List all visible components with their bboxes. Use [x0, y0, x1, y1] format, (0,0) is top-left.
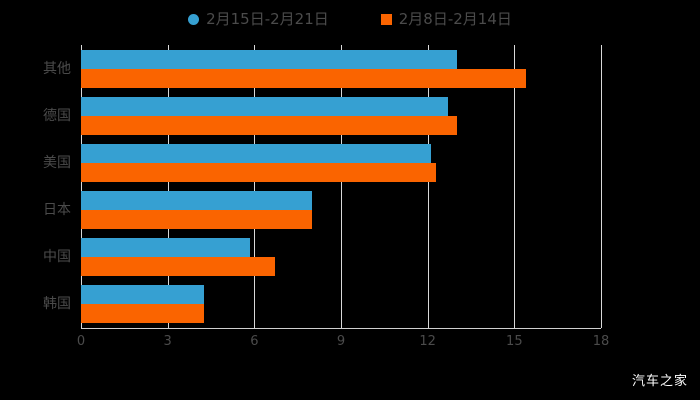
gridline	[81, 45, 82, 328]
bar-日本-series-1[interactable]	[81, 210, 313, 230]
bar-美国-series-0[interactable]	[81, 143, 431, 163]
bar-德国-series-1[interactable]	[81, 115, 457, 135]
x-axis-tick-6: 6	[250, 334, 259, 349]
y-axis-label-德国: 德国	[43, 107, 71, 124]
y-axis-label-韩国: 韩国	[43, 296, 71, 313]
circle-marker-icon	[188, 13, 200, 25]
gridline	[167, 45, 169, 328]
x-axis-tick-15: 15	[506, 334, 523, 349]
x-axis-tick-3: 3	[163, 334, 172, 349]
x-axis-tick-labels: 0 3 6 9 12 15 18	[0, 334, 700, 354]
x-axis-line	[81, 328, 601, 329]
y-axis-labels: 其他德国美国日本中国韩国	[0, 45, 71, 328]
bar-其他-series-1[interactable]	[81, 68, 526, 88]
chart-legend: 2月15日-2月21日 2月8日-2月14日	[0, 6, 700, 32]
bar-德国-series-0[interactable]	[81, 96, 448, 116]
x-axis-tick-9: 9	[336, 334, 346, 349]
y-axis-label-日本: 日本	[43, 202, 71, 219]
gridline	[601, 45, 602, 328]
x-axis-tick-12: 12	[419, 334, 436, 349]
bar-中国-series-1[interactable]	[81, 257, 275, 277]
bar-韩国-series-1[interactable]	[81, 304, 204, 324]
y-axis-label-美国: 美国	[43, 154, 71, 171]
gridline	[254, 45, 256, 328]
bar-其他-series-0[interactable]	[81, 49, 457, 69]
bar-日本-series-0[interactable]	[81, 191, 313, 211]
gridline	[341, 45, 342, 328]
legend-item-series-0[interactable]: 2月15日-2月21日	[188, 6, 329, 32]
watermark: 汽车之家	[631, 374, 688, 389]
gridline	[514, 45, 516, 328]
y-axis-label-中国: 中国	[43, 249, 71, 266]
gridline	[427, 45, 429, 328]
plot-area	[81, 45, 602, 328]
legend-label-series-1: 2月8日-2月14日	[398, 10, 512, 28]
y-axis-label-其他: 其他	[43, 60, 71, 77]
bar-中国-series-0[interactable]	[81, 238, 250, 258]
square-marker-icon	[380, 13, 392, 25]
bar-美国-series-1[interactable]	[81, 162, 437, 182]
legend-item-series-1[interactable]: 2月8日-2月14日	[380, 6, 512, 32]
legend-label-series-0: 2月15日-2月21日	[206, 10, 329, 28]
x-axis-tick-0: 0	[76, 334, 86, 349]
bar-韩国-series-0[interactable]	[81, 285, 204, 305]
x-axis-tick-18: 18	[592, 334, 610, 349]
